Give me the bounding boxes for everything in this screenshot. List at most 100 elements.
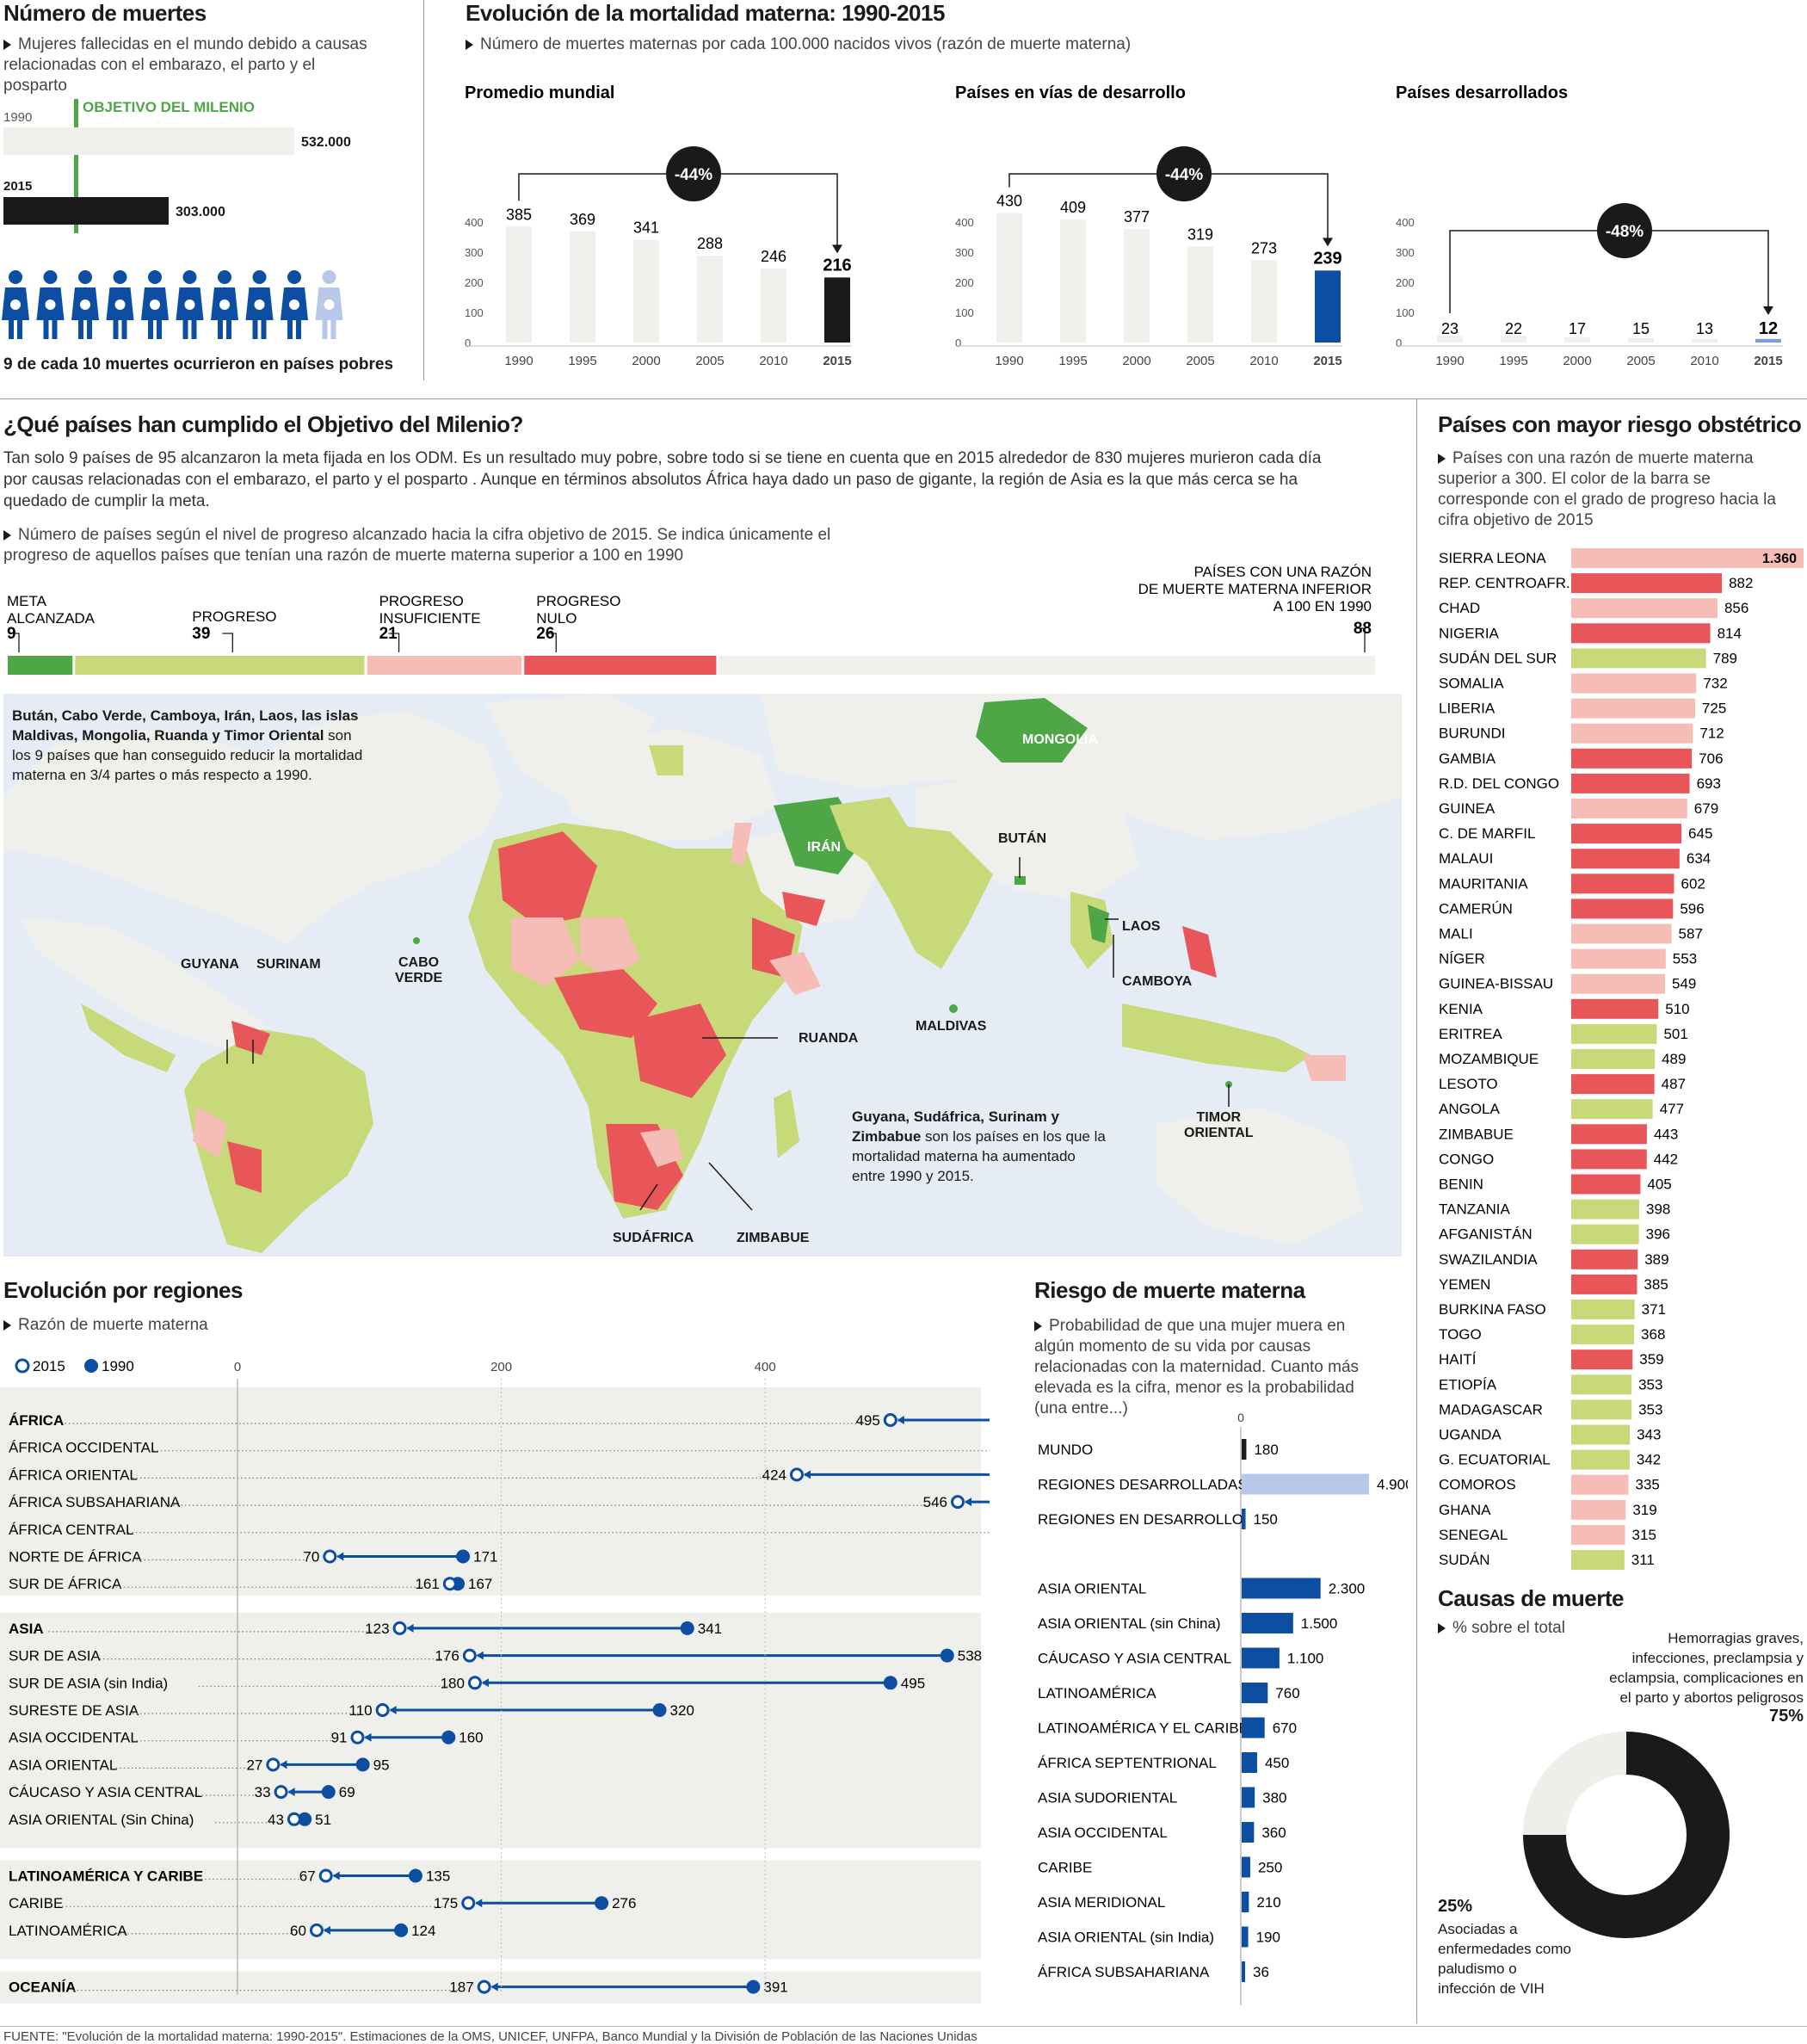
risk-bar [1242, 1926, 1249, 1948]
x-tick-label: 2000 [632, 354, 660, 368]
region-row: CÁUCASO Y ASIA CENTRAL 33 69 [9, 1784, 355, 1800]
risk-value: 450 [1265, 1755, 1289, 1771]
niger-chad-shape [580, 917, 640, 978]
progress-label: PROGRESO [192, 608, 276, 625]
value-1990-label: 167 [468, 1576, 492, 1592]
country-bar [1571, 1374, 1632, 1395]
country-label: UGANDA [1439, 1427, 1502, 1443]
value-1990-label: 320 [670, 1702, 694, 1719]
country-row: ANGOLA 477 [1439, 1099, 1684, 1120]
region-row: LATINOAMÉRICA Y CARIBE 67 135 [9, 1868, 450, 1885]
country-row: SUDÁN DEL SUR 789 [1439, 648, 1737, 669]
label-iran: IRÁN [807, 840, 842, 855]
country-bar [1571, 1325, 1635, 1345]
country-row: KENIA 510 [1439, 998, 1690, 1019]
x-tick-label: 1995 [568, 354, 596, 368]
arrow-head-icon [323, 1925, 330, 1935]
bar [1124, 229, 1150, 343]
bar [761, 268, 786, 343]
change-badge-label: -44% [1165, 166, 1203, 184]
bar-chart-0: Promedio mundial 0 100 200 300 400 385 1990 369 1… [465, 83, 852, 368]
risk-label: LATINOAMÉRICA [1038, 1685, 1156, 1701]
x-tick-label: 1995 [1499, 354, 1527, 368]
region-row: ÁFRICA SUBSAHARIANA546978 [9, 1494, 990, 1510]
region-label: LATINOAMÉRICA Y CARIBE [9, 1868, 203, 1885]
small-me-shape [731, 823, 752, 866]
country-value: 385 [1644, 1276, 1668, 1293]
country-label: BURKINA FASO [1439, 1301, 1546, 1318]
country-row: MADAGASCAR 353 [1439, 1399, 1662, 1420]
value-2015-label: 424 [762, 1467, 786, 1483]
marker-1990 [408, 1868, 422, 1883]
x-tick-label: 2010 [759, 354, 787, 368]
arrow-head-icon [965, 1497, 972, 1507]
risk-bar [1242, 1683, 1268, 1703]
value-2015-label: 60 [290, 1923, 306, 1939]
triangle-icon [466, 39, 473, 50]
country-row: GUINEA 679 [1439, 799, 1718, 818]
country-label: MAURITANIA [1439, 875, 1528, 892]
country-bar [1571, 573, 1723, 594]
value-2015-label: 27 [246, 1757, 262, 1773]
country-bar [1571, 799, 1687, 818]
country-value: 679 [1694, 800, 1718, 817]
bar-chart-title: Promedio mundial [465, 83, 614, 102]
goals-subtitle-text: Número de países según el nivel de progr… [3, 526, 831, 565]
y-tick-label: 300 [1396, 246, 1415, 259]
causes-title: Causas de muerte [1438, 1585, 1624, 1611]
region-row: CARIBE 175 276 [9, 1895, 636, 1911]
north-africa-west-shape [498, 831, 597, 926]
y-tick-label: 300 [955, 246, 974, 259]
women-icon-group [2, 270, 343, 339]
bar [506, 226, 532, 343]
country-value: 634 [1687, 850, 1711, 867]
label-guyana: GUYANA [181, 957, 239, 972]
bar [570, 231, 595, 343]
progress-pointer [1354, 627, 1366, 652]
value-1990-label: 171 [473, 1549, 497, 1565]
country-bar [1571, 1449, 1630, 1470]
map-note-increase-rest: son los países en los que la mortalidad … [852, 1128, 1106, 1184]
x-tick-label: 200 [490, 1360, 512, 1374]
label-sudafrica: SUDÁFRICA [613, 1231, 694, 1245]
causes-donut [1523, 1732, 1730, 1938]
country-bar [1571, 1174, 1641, 1195]
value-2015-label: 67 [299, 1868, 316, 1885]
triangle-icon [1438, 453, 1446, 464]
bar [1437, 335, 1463, 343]
label-mongolia: MONGOLIA [1022, 732, 1098, 747]
country-bar [1571, 1274, 1637, 1294]
country-label: R.D. DEL CONGO [1439, 775, 1559, 792]
risk-bar [1242, 1613, 1293, 1633]
country-value: 553 [1673, 951, 1697, 967]
label-camboya: CAMBOYA [1122, 974, 1193, 989]
risk-row: CÁUCASO Y ASIA CENTRAL 1.100 [1038, 1647, 1323, 1669]
woman-icon [36, 270, 65, 339]
country-row: HAITÍ 359 [1439, 1349, 1664, 1370]
value-2015-label: 33 [255, 1784, 271, 1800]
risk-bar [1242, 1892, 1249, 1912]
country-label: COMOROS [1439, 1477, 1516, 1493]
regions-dumbbell-chart: 2015199002004006008001.000ÁFRICA495870ÁF… [0, 1358, 990, 2004]
value-1990-label: 341 [698, 1621, 722, 1637]
change-badge [1156, 146, 1212, 201]
risk-value: 380 [1262, 1790, 1286, 1806]
risk-value: 36 [1253, 1964, 1269, 1980]
country-row: MALI 587 [1439, 923, 1703, 944]
y-tick-label: 200 [465, 276, 484, 289]
country-label: MADAGASCAR [1439, 1401, 1543, 1417]
marker-2015 [323, 1549, 337, 1564]
region-label: ÁFRICA ORIENTAL [9, 1467, 138, 1483]
maldivas-dot [949, 1004, 958, 1013]
country-row: BENIN 405 [1439, 1174, 1672, 1195]
region-label: ÁFRICA [9, 1412, 64, 1429]
country-label: YEMEN [1439, 1276, 1490, 1293]
value-1990-label: 69 [339, 1784, 355, 1800]
country-value: 319 [1632, 1502, 1656, 1518]
risk-value: 250 [1258, 1860, 1282, 1876]
country-label: MALI [1439, 926, 1473, 942]
country-bar [1571, 923, 1672, 944]
bar-chart-title: Países desarrollados [1396, 83, 1568, 102]
country-label: BENIN [1439, 1176, 1483, 1193]
